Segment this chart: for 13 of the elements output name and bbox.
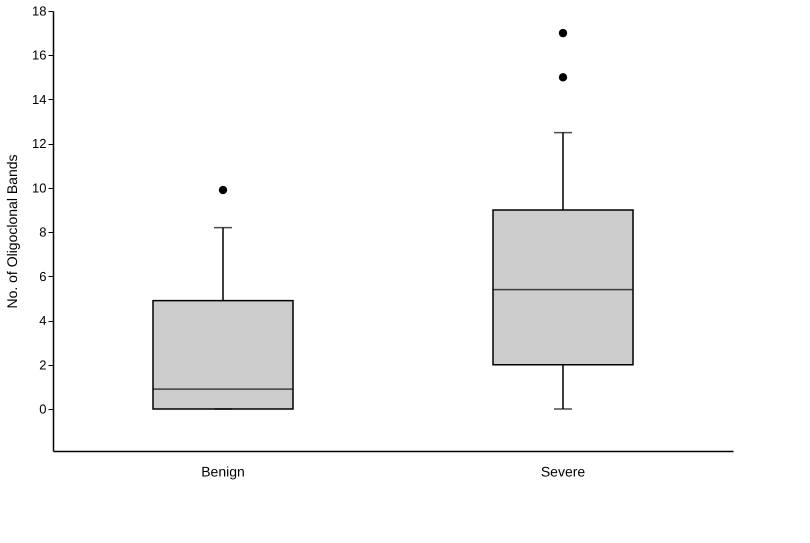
y-tick-label: 6 xyxy=(39,268,46,284)
y-tick-label: 18 xyxy=(32,4,46,18)
y-tick-label: 10 xyxy=(32,180,46,196)
y-axis-title: No. of Oligoclonal Bands xyxy=(4,154,20,309)
y-tick-label: 0 xyxy=(39,401,46,416)
y-tick-label: 2 xyxy=(39,357,46,372)
y-tick-label: 8 xyxy=(39,224,46,240)
y-tick-label: 12 xyxy=(32,136,46,152)
y-tick-label: 14 xyxy=(32,92,46,107)
y-tick-label: 4 xyxy=(39,313,46,328)
x-tick-label: Severe xyxy=(540,464,586,480)
y-tick-label: 16 xyxy=(32,48,46,63)
x-tick-label: Benign xyxy=(201,464,245,480)
